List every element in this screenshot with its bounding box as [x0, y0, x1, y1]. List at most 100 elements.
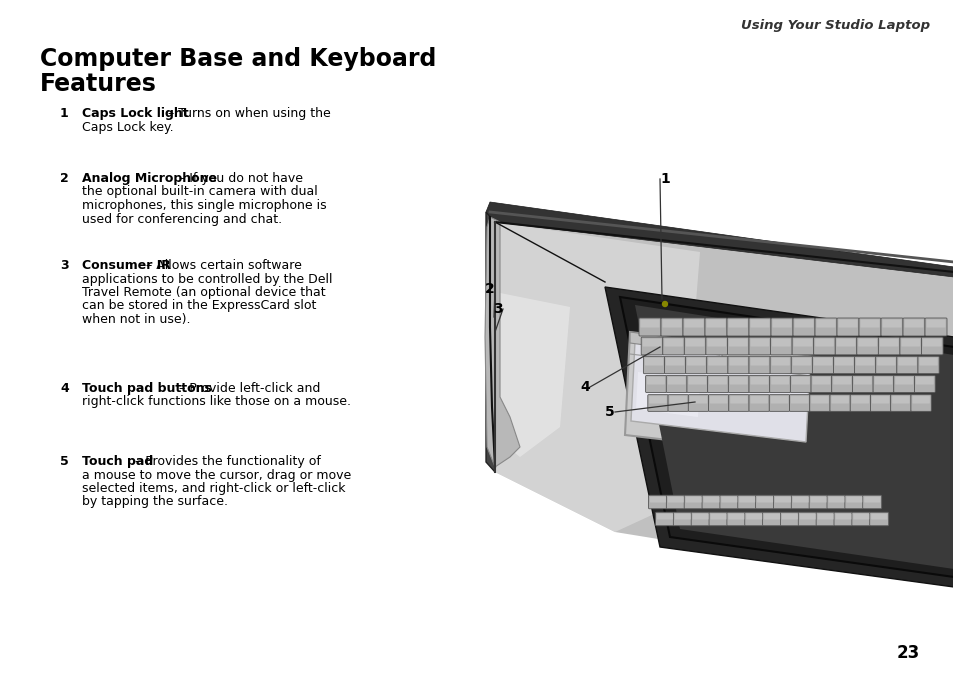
Text: a mouse to move the cursor, drag or move: a mouse to move the cursor, drag or move — [82, 468, 351, 481]
FancyBboxPatch shape — [646, 377, 664, 385]
FancyBboxPatch shape — [831, 376, 852, 393]
FancyBboxPatch shape — [924, 318, 946, 336]
FancyBboxPatch shape — [720, 495, 739, 509]
FancyBboxPatch shape — [706, 320, 724, 328]
FancyBboxPatch shape — [705, 337, 727, 355]
FancyBboxPatch shape — [833, 356, 854, 374]
FancyBboxPatch shape — [832, 377, 850, 385]
FancyBboxPatch shape — [852, 376, 872, 393]
FancyBboxPatch shape — [809, 395, 829, 412]
FancyBboxPatch shape — [813, 358, 831, 366]
FancyBboxPatch shape — [791, 377, 809, 385]
Polygon shape — [721, 346, 820, 368]
FancyBboxPatch shape — [763, 514, 780, 519]
Polygon shape — [619, 297, 953, 577]
Text: – Turns on when using the: – Turns on when using the — [164, 107, 331, 120]
FancyBboxPatch shape — [770, 337, 791, 355]
FancyBboxPatch shape — [869, 395, 890, 412]
Text: 23: 23 — [896, 644, 919, 662]
FancyBboxPatch shape — [685, 497, 701, 502]
FancyBboxPatch shape — [639, 320, 659, 328]
FancyBboxPatch shape — [774, 497, 790, 502]
FancyBboxPatch shape — [729, 358, 747, 366]
FancyBboxPatch shape — [750, 338, 768, 347]
FancyBboxPatch shape — [745, 514, 761, 519]
FancyBboxPatch shape — [794, 320, 813, 328]
FancyBboxPatch shape — [682, 318, 704, 336]
FancyBboxPatch shape — [919, 358, 937, 366]
Text: by tapping the surface.: by tapping the surface. — [82, 496, 228, 508]
FancyBboxPatch shape — [642, 338, 660, 347]
FancyBboxPatch shape — [855, 358, 873, 366]
FancyBboxPatch shape — [689, 396, 706, 403]
FancyBboxPatch shape — [687, 395, 708, 412]
Text: 5: 5 — [60, 455, 69, 468]
Text: Caps Lock light: Caps Lock light — [82, 107, 189, 120]
FancyBboxPatch shape — [748, 356, 769, 374]
FancyBboxPatch shape — [836, 338, 855, 347]
FancyBboxPatch shape — [640, 337, 662, 355]
FancyBboxPatch shape — [877, 358, 895, 366]
Polygon shape — [485, 202, 953, 277]
FancyBboxPatch shape — [701, 495, 720, 509]
FancyBboxPatch shape — [849, 395, 870, 412]
FancyBboxPatch shape — [739, 497, 755, 502]
Text: used for conferencing and chat.: used for conferencing and chat. — [82, 213, 282, 225]
FancyBboxPatch shape — [728, 338, 747, 347]
Text: selected items, and right-click or left-click: selected items, and right-click or left-… — [82, 482, 345, 495]
FancyBboxPatch shape — [669, 396, 686, 403]
FancyBboxPatch shape — [851, 512, 870, 526]
Text: Touch pad buttons: Touch pad buttons — [82, 382, 212, 395]
FancyBboxPatch shape — [748, 337, 770, 355]
FancyBboxPatch shape — [793, 338, 811, 347]
FancyBboxPatch shape — [757, 497, 772, 502]
FancyBboxPatch shape — [727, 356, 748, 374]
FancyBboxPatch shape — [673, 512, 692, 526]
FancyBboxPatch shape — [683, 337, 705, 355]
FancyBboxPatch shape — [882, 320, 901, 328]
FancyBboxPatch shape — [729, 396, 747, 403]
FancyBboxPatch shape — [642, 356, 664, 374]
Polygon shape — [484, 217, 519, 467]
FancyBboxPatch shape — [792, 497, 808, 502]
FancyBboxPatch shape — [789, 395, 809, 412]
FancyBboxPatch shape — [833, 512, 852, 526]
FancyBboxPatch shape — [647, 395, 667, 412]
Polygon shape — [629, 332, 720, 355]
FancyBboxPatch shape — [799, 514, 815, 519]
FancyBboxPatch shape — [674, 514, 690, 519]
Text: – If you do not have: – If you do not have — [175, 172, 303, 185]
FancyBboxPatch shape — [852, 514, 868, 519]
FancyBboxPatch shape — [702, 497, 719, 502]
FancyBboxPatch shape — [812, 377, 829, 385]
FancyBboxPatch shape — [729, 377, 747, 385]
FancyBboxPatch shape — [770, 377, 788, 385]
FancyBboxPatch shape — [879, 338, 898, 347]
FancyBboxPatch shape — [727, 376, 748, 393]
Polygon shape — [495, 222, 953, 587]
FancyBboxPatch shape — [903, 320, 923, 328]
FancyBboxPatch shape — [901, 338, 919, 347]
FancyBboxPatch shape — [726, 512, 745, 526]
Circle shape — [661, 301, 667, 307]
FancyBboxPatch shape — [827, 497, 843, 502]
FancyBboxPatch shape — [727, 337, 748, 355]
FancyBboxPatch shape — [737, 495, 756, 509]
Polygon shape — [604, 287, 953, 587]
FancyBboxPatch shape — [860, 320, 879, 328]
FancyBboxPatch shape — [781, 514, 797, 519]
FancyBboxPatch shape — [750, 377, 767, 385]
FancyBboxPatch shape — [789, 376, 810, 393]
FancyBboxPatch shape — [902, 318, 924, 336]
Text: Using Your Studio Laptop: Using Your Studio Laptop — [740, 19, 929, 32]
FancyBboxPatch shape — [880, 318, 902, 336]
FancyBboxPatch shape — [771, 338, 790, 347]
FancyBboxPatch shape — [894, 377, 912, 385]
FancyBboxPatch shape — [808, 495, 827, 509]
Text: 1: 1 — [659, 172, 669, 186]
FancyBboxPatch shape — [744, 512, 763, 526]
FancyBboxPatch shape — [874, 377, 891, 385]
Text: Features: Features — [40, 72, 156, 96]
FancyBboxPatch shape — [755, 495, 774, 509]
FancyBboxPatch shape — [770, 396, 787, 403]
